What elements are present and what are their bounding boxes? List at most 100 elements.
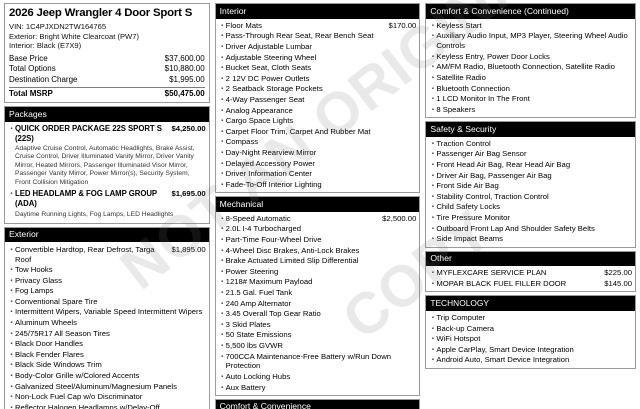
bullet-icon: ▪: [221, 258, 224, 265]
bullet-icon: ▪: [431, 270, 434, 277]
section-header-technology: TECHNOLOGY: [426, 296, 635, 311]
list-item-label: 4-Way Passenger Seat: [225, 94, 305, 104]
price-label: Base Price: [9, 53, 48, 63]
bullet-icon: ▪: [431, 172, 434, 179]
section-header-mechanical: Mechanical: [215, 197, 420, 212]
section-header-other: Other: [426, 251, 635, 266]
list-item: ▪ Tow Hooks: [8, 265, 206, 276]
list-item: ▪ Carpet Floor Trim, Carpet And Rubber Ma…: [219, 126, 417, 137]
list-item: ▪ Galvanized Steel/Aluminum/Magnesium Pan…: [8, 381, 206, 392]
bullet-icon: ▪: [221, 171, 224, 178]
bullet-icon: ▪: [431, 33, 434, 40]
price-value: $37,600.00: [164, 53, 205, 63]
list-item-label: Passenger Air Bag Sensor: [436, 149, 527, 159]
list-item: ▪ Reflector Halogen Headlamps w/Delay-Off: [8, 403, 206, 409]
list-item-label: Pass-Through Rear Seat, Rear Bench Seat: [225, 31, 374, 41]
list-item-label: Driver Air Bag, Passenger Air Bag: [436, 170, 552, 180]
bullet-icon: ▪: [431, 140, 434, 147]
list-item: ▪ 2.0L I-4 Turbocharged: [219, 224, 417, 235]
price-label: Destination Charge: [9, 74, 78, 84]
bullet-icon: ▪: [221, 43, 224, 50]
list-item-label: 3.45 Overall Top Gear Ratio: [225, 309, 321, 319]
bullet-icon: ▪: [431, 64, 434, 71]
bullet-icon: ▪: [221, 384, 224, 391]
list-item: ▪ Stability Control, Traction Control: [429, 192, 632, 203]
section-safety-security: Safety & Security ▪ Traction Control ▪ Pass…: [425, 121, 636, 248]
list-item: ▪ Black Door Handles: [8, 339, 206, 350]
column-left: 2026 Jeep Wrangler 4 Door Sport S VIN: 1…: [4, 3, 210, 409]
bullet-icon: ▪: [431, 96, 434, 103]
list-item-price: $1,695.00: [171, 189, 206, 199]
list-item-label: Cargo Space Lights: [225, 116, 294, 126]
list-item-label: Auto Locking Hubs: [225, 371, 291, 381]
bullet-icon: ▪: [10, 288, 13, 295]
list-item: ▪ Driver Information Center: [219, 169, 417, 180]
section-header-safety: Safety & Security: [426, 122, 635, 137]
list-item: ▪ Aux Battery: [219, 382, 417, 393]
other-item-list: ▪ MYFLEXCARE SERVICE PLAN $225.00 ▪ MOPAR BL…: [426, 266, 635, 291]
list-item-label: AM/FM Radio, Bluetooth Connection, Satel…: [436, 62, 615, 72]
list-item-label: Child Safety Locks: [436, 202, 501, 212]
price-row-total-msrp: Total MSRP $50,475.00: [9, 86, 205, 100]
list-item-label: Compass: [225, 137, 259, 147]
list-item: ▪ 1218# Maximum Payload: [219, 277, 417, 288]
section-comfort-continued: Comfort & Convenience (Continued) ▪ Keyle…: [425, 3, 636, 119]
list-item: ▪ Outboard Front Lap And Shoulder Safety …: [429, 223, 632, 234]
bullet-icon: ▪: [431, 106, 434, 113]
vehicle-summary-box: 2026 Jeep Wrangler 4 Door Sport S VIN: 1…: [4, 3, 210, 104]
list-item: ▪ Conventional Spare Tire: [8, 297, 206, 308]
list-item-label: Reflector Halogen Headlamps w/Delay-Off: [15, 402, 160, 409]
bullet-icon: ▪: [431, 236, 434, 243]
bullet-icon: ▪: [221, 373, 224, 380]
bullet-icon: ▪: [221, 128, 224, 135]
list-item: ▪ Driver Adjustable Lumbar: [219, 42, 417, 53]
list-item: ▪ Driver Air Bag, Passenger Air Bag: [429, 170, 632, 181]
list-item-label: Part-Time Four-Wheel Drive: [225, 234, 322, 244]
list-item: ▪ Keyless Entry, Power Door Locks: [429, 52, 632, 63]
bullet-icon: ▪: [221, 226, 224, 233]
list-item-label: Keyless Entry, Power Door Locks: [436, 51, 550, 61]
bullet-icon: ▪: [10, 341, 13, 348]
list-item: ▪ 1 LCD Monitor In The Front: [429, 94, 632, 105]
list-item-label: Satellite Radio: [436, 72, 486, 82]
bullet-icon: ▪: [431, 225, 434, 232]
list-item: ▪ 50 State Emissions: [219, 330, 417, 341]
bullet-icon: ▪: [10, 383, 13, 390]
bullet-icon: ▪: [10, 298, 13, 305]
bullet-icon: ▪: [221, 247, 224, 254]
list-item: ▪ Delayed Accessory Power: [219, 158, 417, 169]
list-item-label: WiFi Hotspot: [436, 334, 481, 344]
bullet-icon: ▪: [221, 332, 224, 339]
column-middle: Interior ▪ Floor Mats $170.00 ▪ Pass-Through…: [214, 3, 421, 409]
list-item: ▪ Side Impact Beams: [429, 234, 632, 245]
list-item: ▪ WiFi Hotspot: [429, 334, 632, 345]
section-header-interior: Interior: [215, 4, 420, 19]
list-item-label: QUICK ORDER PACKAGE 22S SPORT S (22S): [15, 123, 162, 143]
list-item-label: Day-Night Rearview Mirror: [225, 147, 317, 157]
list-item: ▪ QUICK ORDER PACKAGE 22S SPORT S (22S) …: [8, 123, 205, 144]
vehicle-exterior-color: Exterior: Bright White Clearcoat (PW7): [9, 31, 139, 41]
list-item: ▪ Non-Lock Fuel Cap w/o Discriminator: [8, 392, 206, 403]
bullet-icon: ▪: [221, 279, 224, 286]
list-item-label: Body-Color Grille w/Colored Accents: [15, 371, 140, 381]
list-item-price: $170.00: [388, 20, 417, 30]
list-item-label: 50 State Emissions: [225, 330, 292, 340]
bullet-icon: ▪: [431, 325, 434, 332]
list-item: ▪ 245/75R17 All Season Tires: [8, 328, 206, 339]
list-item-label: 245/75R17 All Season Tires: [15, 328, 110, 338]
list-item: ▪ Cargo Space Lights: [219, 116, 417, 127]
section-comfort-convenience: Comfort & Convenience ▪Air Conditioning▪…: [214, 398, 421, 409]
section-packages: Packages ▪ QUICK ORDER PACKAGE 22S SPORT…: [4, 106, 210, 224]
list-item: ▪ Aluminum Wheels: [8, 318, 206, 329]
bullet-icon: ▪: [10, 351, 13, 358]
column-right: Comfort & Convenience (Continued) ▪ Keyle…: [425, 3, 636, 372]
list-item: ▪ LED HEADLAMP & FOG LAMP GROUP (ADA) $1…: [8, 189, 206, 209]
bullet-icon: ▪: [431, 314, 434, 321]
list-item: ▪ Floor Mats $170.00: [219, 20, 417, 32]
price-value: $1,995.00: [169, 74, 205, 84]
bullet-icon: ▪: [10, 125, 13, 132]
list-item: ▪ Auxiliary Audio Input, MP3 Player, Stee…: [429, 31, 632, 51]
list-item: ▪ Black Side Windows Trim: [8, 360, 206, 371]
list-item-label: Bucket Seat, Cloth Seats: [225, 63, 312, 73]
